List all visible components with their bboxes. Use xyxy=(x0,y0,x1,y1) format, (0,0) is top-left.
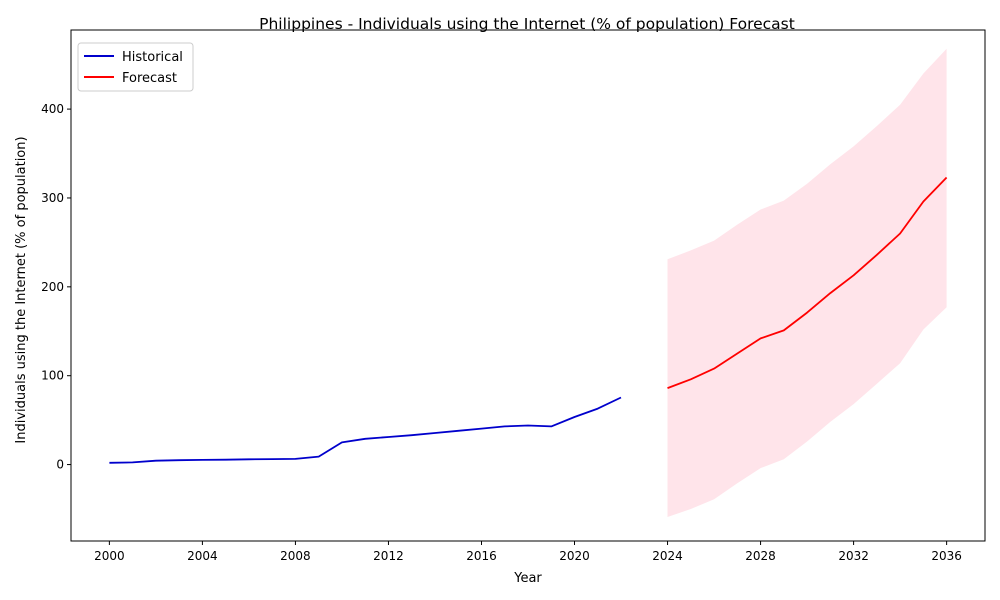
x-tick-label: 2024 xyxy=(652,549,683,563)
y-tick-label: 300 xyxy=(41,191,64,205)
x-tick-label: 2032 xyxy=(838,549,869,563)
x-tick-label: 2000 xyxy=(94,549,125,563)
y-tick-label: 400 xyxy=(41,102,64,116)
forecast-confidence-band xyxy=(667,48,947,517)
x-tick-label: 2016 xyxy=(466,549,497,563)
legend-forecast-label: Forecast xyxy=(122,71,177,86)
y-axis-ticks: 0 100 200 300 400 xyxy=(41,102,71,472)
x-tick-label: 2004 xyxy=(187,549,218,563)
x-tick-label: 2012 xyxy=(373,549,404,563)
x-tick-label: 2028 xyxy=(745,549,776,563)
y-tick-label: 100 xyxy=(41,369,64,383)
plot-frame xyxy=(70,29,986,542)
series-layer xyxy=(109,176,948,464)
x-axis-label: Year xyxy=(513,571,542,586)
confidence-band-layer xyxy=(667,48,947,517)
legend: Historical Forecast xyxy=(77,42,194,92)
y-tick-label: 200 xyxy=(41,280,64,294)
x-tick-label: 2008 xyxy=(280,549,311,563)
legend-historical-label: Historical xyxy=(122,50,183,65)
x-tick-label: 2036 xyxy=(931,549,962,563)
historical-series-line xyxy=(109,396,622,464)
chart-title: Philippines - Individuals using the Inte… xyxy=(259,15,795,33)
y-tick-label: 0 xyxy=(56,458,64,472)
x-axis-ticks: 2000 2004 2008 2012 2016 2020 2024 2028 2032 2036 xyxy=(94,541,962,563)
forecast-series-line xyxy=(667,176,948,389)
y-axis-label: Individuals using the Internet (% of pop… xyxy=(14,136,29,443)
x-tick-label: 2020 xyxy=(559,549,590,563)
